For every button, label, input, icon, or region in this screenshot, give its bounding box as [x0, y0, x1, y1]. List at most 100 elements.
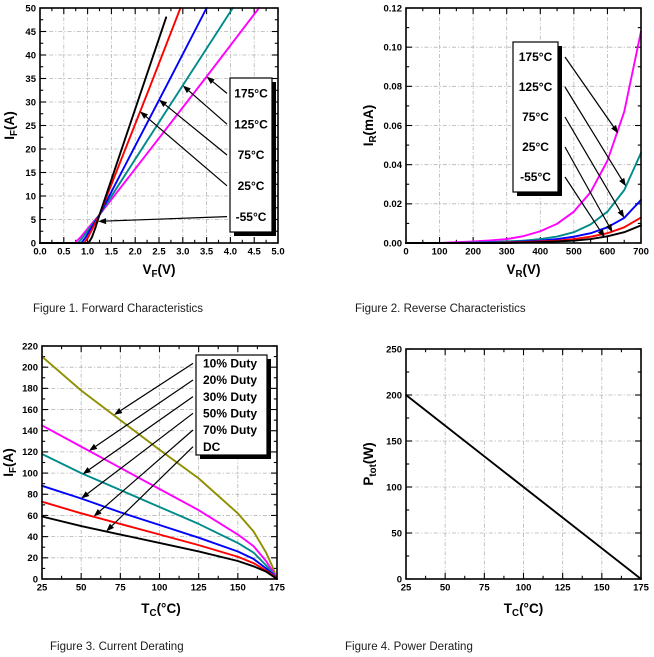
series-30-duty [41, 453, 278, 580]
tick-labels: 0 100 200 300 400 500 600 700 0.00 0.02 0.04 0.06 0.… [384, 3, 649, 257]
legend-arrow [182, 85, 228, 125]
svg-text:45: 45 [25, 27, 36, 38]
series-dc [41, 515, 278, 580]
legend-arrow [159, 99, 228, 156]
svg-text:0.10: 0.10 [384, 42, 403, 53]
svg-text:0.06: 0.06 [384, 121, 403, 132]
legend-arrow [82, 396, 194, 475]
x-axis-label: TC(°C) [504, 601, 543, 619]
legend-entry-25-c: 25°C [238, 179, 265, 193]
svg-text:150: 150 [594, 583, 610, 594]
svg-text:600: 600 [599, 247, 615, 258]
svg-text:100: 100 [516, 583, 532, 594]
svg-text:0: 0 [31, 238, 36, 249]
svg-text:40: 40 [25, 50, 36, 61]
legend-entry--55-c: -55°C [520, 170, 551, 184]
legend-box: 175°C 125°C 75°C 25°C -55°C [512, 41, 562, 196]
figure4-caption: Figure 4. Power Derating [345, 641, 473, 653]
svg-text:0.12: 0.12 [384, 3, 403, 14]
svg-text:180: 180 [22, 384, 38, 395]
plot-border [405, 348, 642, 580]
svg-text:50: 50 [391, 528, 402, 539]
legend-entry-70-duty: 70% Duty [203, 423, 257, 437]
svg-text:500: 500 [566, 247, 582, 258]
legend-entry-20-duty: 20% Duty [203, 373, 257, 387]
svg-text:0.00: 0.00 [384, 238, 403, 249]
figure3-caption: Figure 3. Current Derating [50, 641, 184, 653]
svg-text:200: 200 [465, 247, 481, 258]
legend-arrow [114, 362, 194, 415]
svg-text:400: 400 [532, 247, 548, 258]
legend-entry-175-c: 175°C [234, 87, 268, 101]
legend-entry-125-c: 125°C [519, 80, 553, 94]
svg-text:25: 25 [401, 583, 412, 594]
x-axis-label: TC(°C) [141, 601, 180, 619]
figure3-current-derating-chart: 25 50 75 100 125 150 175 0 20 40 60 80 100 120 140 160 1… [1, 341, 286, 619]
y-axis-label: Ptot(W) [361, 442, 379, 485]
svg-text:175: 175 [269, 583, 286, 594]
figure2-reverse-characteristics-chart: 0 100 200 300 400 500 600 700 0.00 0.02 0.04 0.06 0.… [361, 3, 649, 280]
plot-border [405, 7, 642, 244]
legend-arrow [206, 76, 228, 94]
legend-entry-125-c: 125°C [234, 117, 268, 131]
svg-text:200: 200 [22, 362, 38, 373]
svg-text:0: 0 [33, 574, 38, 585]
svg-text:15: 15 [25, 168, 36, 179]
x-axis-label: VR(V) [506, 262, 540, 280]
svg-text:140: 140 [22, 426, 38, 437]
svg-text:10: 10 [25, 191, 36, 202]
legend-arrow [81, 412, 194, 499]
svg-text:2.0: 2.0 [129, 247, 142, 258]
svg-text:75: 75 [115, 583, 126, 594]
figure2-caption: Figure 2. Reverse Characteristics [355, 303, 526, 315]
svg-text:25: 25 [25, 121, 36, 132]
svg-text:80: 80 [27, 490, 38, 501]
legend-entry-30-duty: 30% Duty [203, 390, 257, 404]
legend-entry-75-c: 75°C [238, 148, 265, 162]
series--55-c [39, 16, 168, 244]
y-axis-label: IF(A) [1, 448, 19, 476]
svg-text:60: 60 [27, 511, 38, 522]
legend-arrow [564, 176, 605, 238]
svg-text:150: 150 [386, 436, 402, 447]
svg-text:160: 160 [22, 405, 38, 416]
plot-border [39, 7, 279, 244]
legend-box: 10% Duty 20% Duty 30% Duty 50% Duty 70% Duty… [195, 354, 271, 459]
legend-arrow [98, 216, 228, 225]
svg-text:20: 20 [25, 144, 36, 155]
svg-text:5.0: 5.0 [271, 247, 284, 258]
svg-text:0.08: 0.08 [384, 82, 403, 93]
plot-border [41, 345, 278, 580]
svg-text:0.04: 0.04 [384, 160, 403, 171]
grid-lines [40, 8, 278, 243]
tick-labels: 25 50 75 100 125 150 175 0 20 40 60 80 100 120 140 160 1… [22, 341, 285, 593]
legend-arrow [93, 429, 194, 517]
grid-lines [406, 349, 641, 579]
svg-text:100: 100 [432, 247, 448, 258]
svg-text:125: 125 [191, 583, 208, 594]
svg-text:4.0: 4.0 [224, 247, 237, 258]
legend-arrow [564, 116, 625, 218]
svg-text:1.5: 1.5 [105, 247, 119, 258]
legend-entry-75-c: 75°C [522, 110, 549, 124]
svg-text:0.0: 0.0 [33, 247, 46, 258]
svg-text:3.0: 3.0 [176, 247, 189, 258]
legend-entry-25-c: 25°C [522, 140, 549, 154]
svg-text:100: 100 [152, 583, 168, 594]
legend-arrow [564, 86, 626, 187]
svg-text:75: 75 [479, 583, 490, 594]
svg-text:175: 175 [633, 583, 650, 594]
y-axis-label: IF(A) [2, 111, 20, 139]
svg-text:35: 35 [25, 74, 36, 85]
svg-text:25: 25 [37, 583, 48, 594]
svg-text:0.02: 0.02 [384, 199, 403, 210]
series-power-derating-line [405, 394, 642, 580]
legend-entry-50-duty: 50% Duty [203, 407, 257, 421]
x-axis-label: VF(V) [143, 262, 176, 280]
legend-box: 175°C 125°C 75°C 25°C -55°C [229, 77, 276, 236]
series-50-duty [41, 484, 278, 580]
svg-text:4.5: 4.5 [248, 247, 262, 258]
svg-text:50: 50 [440, 583, 451, 594]
svg-text:150: 150 [230, 583, 246, 594]
